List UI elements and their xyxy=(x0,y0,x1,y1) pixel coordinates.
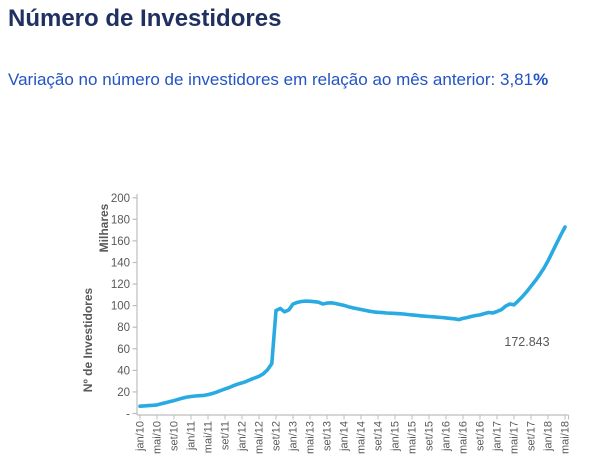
x-tick-label: mai/10 xyxy=(152,421,164,454)
y-tick-label: - xyxy=(126,409,130,421)
x-tick-label: jan/13 xyxy=(288,421,300,452)
x-tick-label: set/12 xyxy=(271,421,283,451)
y-tick-label: 100 xyxy=(111,301,130,313)
y-axis-title: Nº de Investidores xyxy=(81,287,95,392)
y-tick-label: 120 xyxy=(111,279,130,291)
x-tick-label: set/17 xyxy=(526,421,538,451)
x-tick-label: mai/17 xyxy=(509,421,521,454)
x-tick-label: set/10 xyxy=(169,421,181,451)
x-tick-label: mai/15 xyxy=(407,421,419,454)
subtitle: Variação no número de investidores em re… xyxy=(8,70,548,90)
x-tick-label: jan/18 xyxy=(543,421,555,452)
x-tick-label: mai/13 xyxy=(305,421,317,454)
investors-line xyxy=(138,225,567,409)
x-tick-label: set/15 xyxy=(424,421,436,451)
x-tick-label: set/14 xyxy=(373,421,385,451)
x-tick-label: jan/14 xyxy=(339,421,351,452)
x-tick-label: jan/16 xyxy=(441,421,453,452)
x-tick-label: mai/16 xyxy=(458,421,470,454)
y-tick-label: 160 xyxy=(111,236,130,248)
subtitle-text: Variação no número de investidores em re… xyxy=(8,70,500,89)
x-tick-label: mai/11 xyxy=(203,421,215,453)
x-tick-label: mai/14 xyxy=(356,421,368,454)
x-tick-label: jan/10 xyxy=(135,421,147,452)
x-tick-label: jan/12 xyxy=(237,421,249,452)
y-tick-label: 60 xyxy=(117,344,130,356)
percent-sign: % xyxy=(533,70,549,89)
y-tick-label: 40 xyxy=(117,365,130,377)
x-tick-label: mai/18 xyxy=(560,421,572,454)
x-tick-label: set/16 xyxy=(475,421,487,451)
y-axis-units-label: Milhares xyxy=(97,203,111,252)
x-tick-label: set/11 xyxy=(220,421,232,450)
y-tick-label: 80 xyxy=(117,322,130,334)
x-tick-label: set/13 xyxy=(322,421,334,451)
y-tick-label: 180 xyxy=(111,214,130,226)
y-tick-label: 140 xyxy=(111,257,130,269)
y-tick-label: 200 xyxy=(111,193,130,205)
page-title: Número de Investidores xyxy=(8,5,282,32)
x-tick-label: mai/12 xyxy=(254,421,266,454)
y-tick-label: 20 xyxy=(117,387,130,399)
x-tick-label: jan/17 xyxy=(492,421,504,452)
x-tick-label: jan/15 xyxy=(390,421,402,452)
variation-value: 3,81 xyxy=(500,70,534,89)
x-tick-label: jan/11 xyxy=(186,421,198,451)
last-value-label: 172.843 xyxy=(504,335,549,349)
